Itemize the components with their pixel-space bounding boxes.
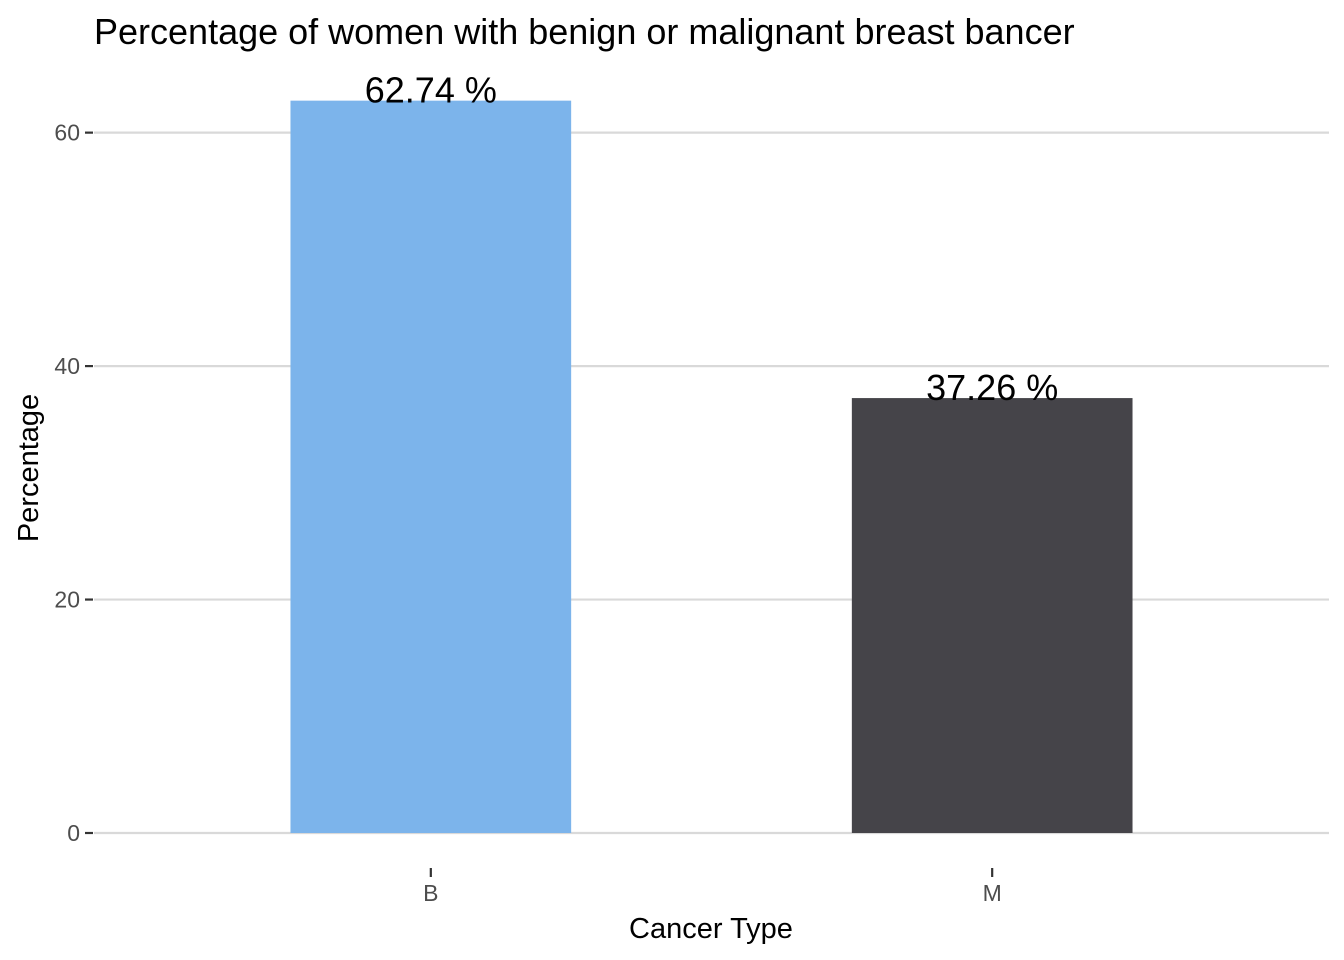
y-axis-title: Percentage: [13, 394, 45, 542]
y-tick-label: 40: [54, 353, 80, 379]
chart-title: Percentage of women with benign or malig…: [94, 11, 1075, 52]
x-tick-label: M: [983, 880, 1002, 906]
y-tick-label: 0: [67, 820, 80, 846]
bar-b: [290, 100, 572, 833]
y-axis: 0 20 40 60: [54, 120, 93, 846]
gridlines: [94, 131, 1329, 835]
bar-m: [851, 398, 1133, 833]
y-tick-label: 20: [54, 587, 80, 613]
data-label-m: 37.26 %: [926, 367, 1058, 408]
x-tick-label: B: [423, 880, 438, 906]
bars: [290, 100, 1133, 833]
x-axis-title: Cancer Type: [629, 913, 793, 945]
data-label-b: 62.74 %: [365, 70, 497, 111]
data-labels: 62.74 % 37.26 %: [365, 70, 1058, 408]
y-tick-label: 60: [54, 120, 80, 146]
